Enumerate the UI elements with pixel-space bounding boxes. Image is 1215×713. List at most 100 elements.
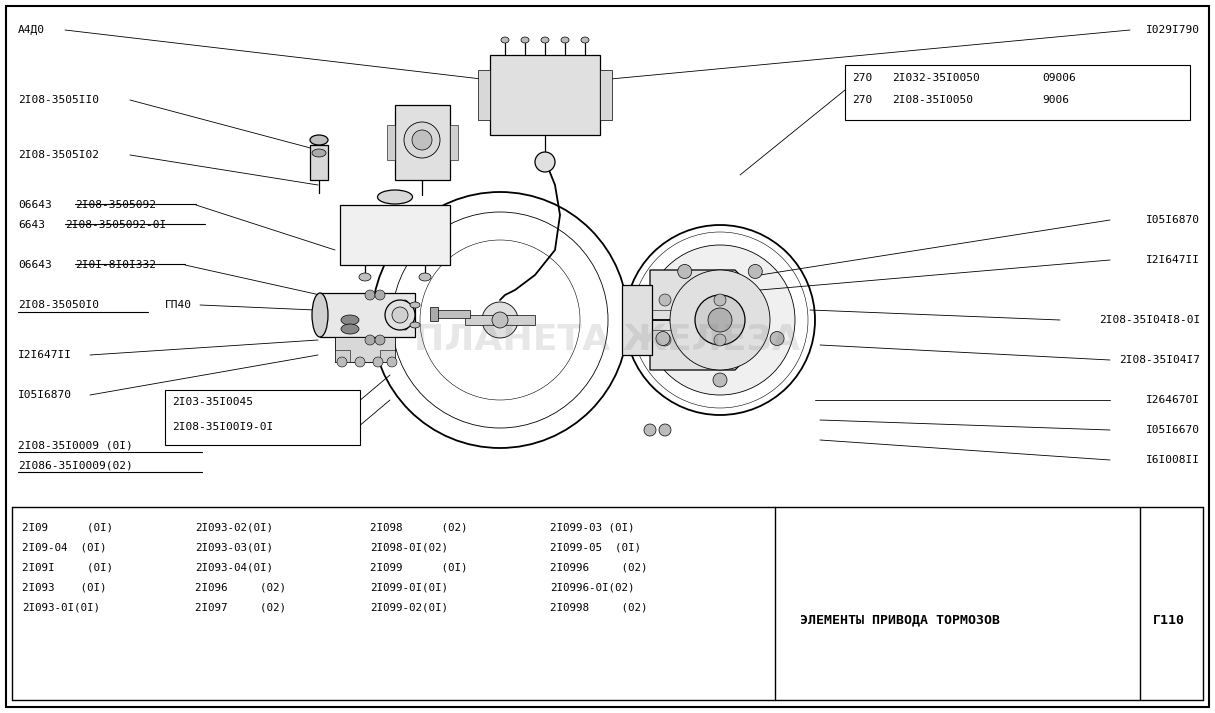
Ellipse shape	[358, 273, 371, 281]
Ellipse shape	[419, 273, 431, 281]
Text: 2I099-02(0I): 2I099-02(0I)	[371, 603, 448, 613]
Text: 2I099      (0I): 2I099 (0I)	[371, 563, 468, 573]
Ellipse shape	[310, 135, 328, 145]
Ellipse shape	[581, 37, 589, 43]
Bar	[335, 350, 350, 362]
Ellipse shape	[378, 190, 413, 204]
Text: I6I008II: I6I008II	[1146, 455, 1200, 465]
Bar	[477, 70, 490, 120]
Text: 06643: 06643	[18, 200, 52, 210]
Bar	[340, 205, 450, 265]
Ellipse shape	[521, 37, 529, 43]
Circle shape	[535, 152, 555, 172]
Text: 2I098-0I(02): 2I098-0I(02)	[371, 543, 448, 553]
Circle shape	[708, 308, 731, 332]
Text: 2I09-04  (0I): 2I09-04 (0I)	[22, 543, 107, 553]
Circle shape	[748, 265, 762, 279]
Text: Г110: Г110	[1153, 613, 1185, 627]
Bar	[465, 315, 535, 325]
Circle shape	[659, 334, 671, 346]
Text: 2I032-35I0050: 2I032-35I0050	[892, 73, 979, 83]
Bar	[622, 285, 652, 355]
Text: 2I093    (0I): 2I093 (0I)	[22, 583, 107, 593]
Text: 2I08-35I0009 (0I): 2I08-35I0009 (0I)	[18, 440, 132, 450]
Text: 2I099-05  (0I): 2I099-05 (0I)	[550, 543, 642, 553]
Polygon shape	[650, 270, 745, 370]
Ellipse shape	[312, 149, 326, 157]
Bar	[165, 390, 360, 445]
Circle shape	[405, 122, 440, 158]
Ellipse shape	[341, 324, 358, 334]
Text: 2I099-0I(0I): 2I099-0I(0I)	[371, 583, 448, 593]
Text: 2I08-3505I02: 2I08-3505I02	[18, 150, 98, 160]
Text: 9006: 9006	[1042, 95, 1069, 105]
Circle shape	[364, 335, 375, 345]
Text: 2I08-35I0050: 2I08-35I0050	[892, 95, 973, 105]
Bar	[450, 125, 458, 160]
Ellipse shape	[341, 315, 358, 325]
Circle shape	[482, 302, 518, 338]
Text: I05I6870: I05I6870	[18, 390, 72, 400]
Circle shape	[355, 357, 364, 367]
Text: 2I096     (02): 2I096 (02)	[194, 583, 286, 593]
Text: I05I6870: I05I6870	[1146, 215, 1200, 225]
Circle shape	[625, 225, 815, 415]
Circle shape	[412, 130, 433, 150]
Text: ПЛАНЕТА ЖЕЛЕЗА: ПЛАНЕТА ЖЕЛЕЗА	[414, 323, 799, 357]
Circle shape	[364, 290, 375, 300]
Circle shape	[375, 335, 385, 345]
Text: 06643: 06643	[18, 260, 52, 270]
Circle shape	[770, 332, 784, 346]
Circle shape	[372, 192, 628, 448]
Circle shape	[392, 307, 408, 323]
Circle shape	[669, 270, 770, 370]
Text: I029I790: I029I790	[1146, 25, 1200, 35]
Text: 2I093-03(0I): 2I093-03(0I)	[194, 543, 273, 553]
Bar	[388, 125, 395, 160]
Text: 09006: 09006	[1042, 73, 1075, 83]
Bar	[380, 350, 395, 362]
Circle shape	[659, 294, 671, 306]
Bar	[335, 337, 395, 362]
Bar	[600, 70, 612, 120]
Bar	[310, 145, 328, 180]
Ellipse shape	[501, 37, 509, 43]
Polygon shape	[320, 293, 416, 337]
Bar	[490, 55, 600, 135]
Circle shape	[659, 424, 671, 436]
Text: 2I08-35I00I9-0I: 2I08-35I00I9-0I	[173, 422, 273, 432]
Text: А4Д0: А4Д0	[18, 25, 45, 35]
Circle shape	[678, 265, 691, 279]
Text: I264670I: I264670I	[1146, 395, 1200, 405]
Text: 2I03-35I0045: 2I03-35I0045	[173, 397, 253, 407]
Text: 2I093-02(0I): 2I093-02(0I)	[194, 523, 273, 533]
Text: 2I086-35I0009(02): 2I086-35I0009(02)	[18, 460, 132, 470]
Text: 2I08-3505092: 2I08-3505092	[75, 200, 156, 210]
Text: 2I0996     (02): 2I0996 (02)	[550, 563, 648, 573]
Bar	[435, 310, 470, 318]
Ellipse shape	[537, 154, 553, 166]
Bar	[430, 307, 437, 321]
Circle shape	[385, 300, 416, 330]
Circle shape	[714, 294, 727, 306]
Ellipse shape	[409, 302, 420, 308]
Text: 2I0998     (02): 2I0998 (02)	[550, 603, 648, 613]
Text: 6643: 6643	[18, 220, 45, 230]
Text: ЭЛЕМЕНТЫ ПРИВОДА ТОРМОЗОВ: ЭЛЕМЕНТЫ ПРИВОДА ТОРМОЗОВ	[799, 613, 1000, 627]
Circle shape	[337, 357, 347, 367]
Circle shape	[695, 295, 745, 345]
Circle shape	[392, 212, 608, 428]
Text: 2I09      (0I): 2I09 (0I)	[22, 523, 113, 533]
Text: 2I0I-8I0I332: 2I0I-8I0I332	[75, 260, 156, 270]
Text: 2I08-35050I0: 2I08-35050I0	[18, 300, 98, 310]
Bar	[395, 105, 450, 180]
Ellipse shape	[399, 300, 411, 330]
Circle shape	[492, 312, 508, 328]
Text: 2I09I     (0I): 2I09I (0I)	[22, 563, 113, 573]
Text: 2I093-04(0I): 2I093-04(0I)	[194, 563, 273, 573]
Circle shape	[644, 424, 656, 436]
Circle shape	[713, 373, 727, 387]
Text: 2I08-3505092-0I: 2I08-3505092-0I	[64, 220, 166, 230]
Circle shape	[714, 334, 727, 346]
Ellipse shape	[409, 322, 420, 328]
